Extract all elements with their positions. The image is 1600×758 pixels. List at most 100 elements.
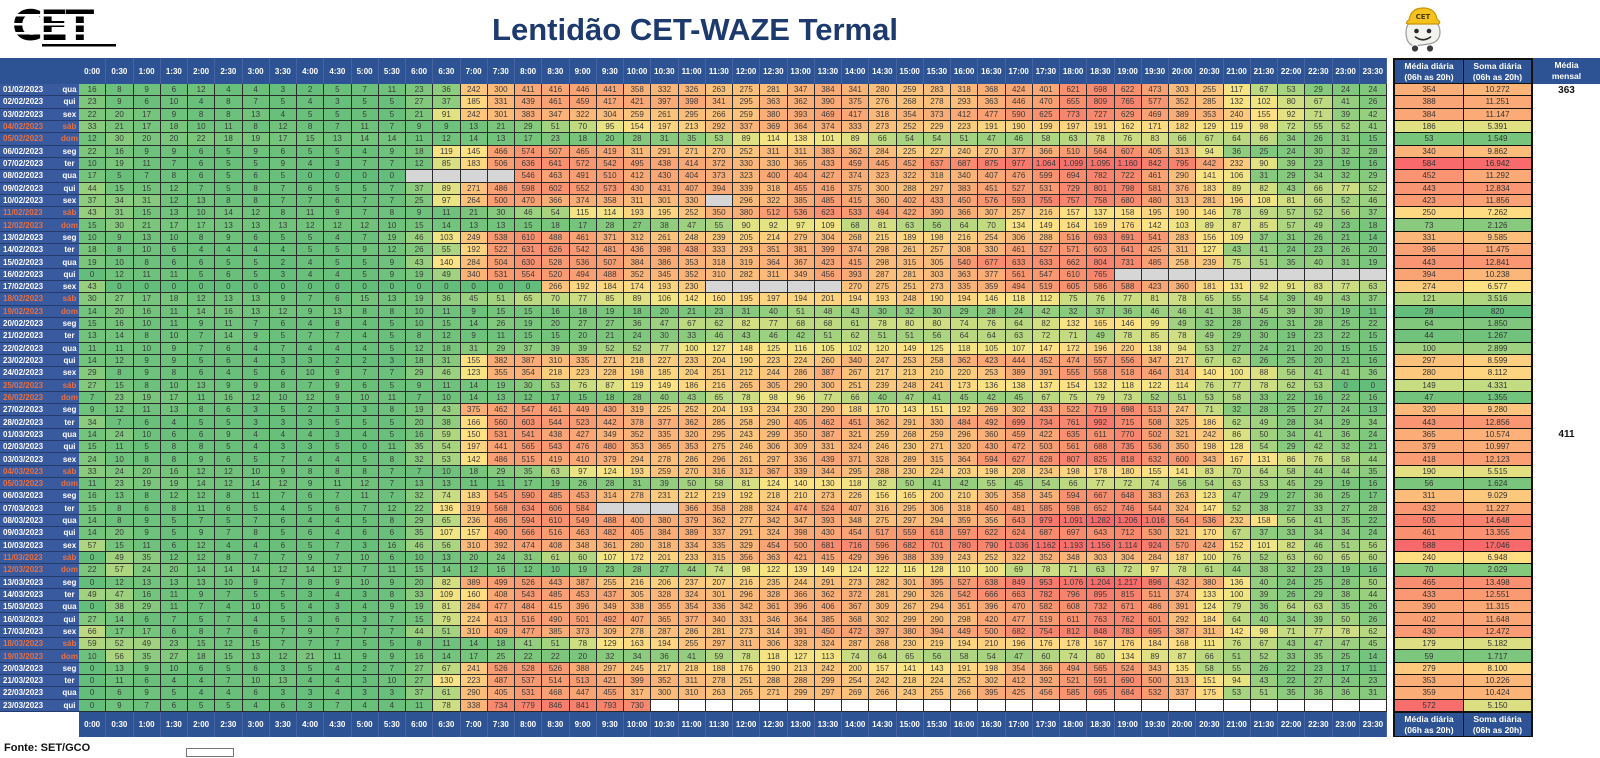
heat-cell[interactable]: 536 <box>787 207 815 220</box>
heat-cell[interactable]: 32 <box>1332 441 1360 454</box>
heat-cell[interactable]: 295 <box>896 502 924 515</box>
heat-cell[interactable]: 143 <box>923 662 951 675</box>
row-weekday[interactable]: qua <box>60 514 79 528</box>
heat-cell[interactable]: 1.206 <box>1114 514 1142 528</box>
media-diaria-cell[interactable]: 190 <box>1393 465 1463 478</box>
heat-cell[interactable]: 6 <box>324 613 352 626</box>
media-diaria-cell[interactable]: 64 <box>1393 317 1463 331</box>
heat-cell[interactable]: 488 <box>542 231 570 245</box>
soma-diaria-cell[interactable]: 13.498 <box>1463 576 1533 589</box>
heat-cell[interactable]: 181 <box>1196 281 1224 294</box>
heat-cell[interactable]: 248 <box>896 379 924 392</box>
heat-cell[interactable]: 7 <box>324 551 352 565</box>
heat-cell[interactable]: 429 <box>842 551 870 565</box>
heat-cell[interactable]: 8 <box>378 514 406 528</box>
heat-cell[interactable]: 345 <box>651 268 679 281</box>
heat-cell[interactable]: 14 <box>106 330 134 343</box>
heat-cell[interactable]: 137 <box>1032 379 1060 392</box>
heat-cell[interactable]: 22 <box>1278 391 1306 405</box>
heat-cell[interactable]: 218 <box>760 490 788 503</box>
heat-cell[interactable]: 383 <box>951 182 979 195</box>
heat-cell[interactable]: 0 <box>269 281 297 294</box>
heat-cell[interactable]: 191 <box>978 120 1006 134</box>
heat-cell[interactable]: 100 <box>1196 551 1224 565</box>
heat-cell[interactable]: 218 <box>624 354 652 368</box>
heat-cell[interactable]: 106 <box>1223 170 1251 183</box>
row-weekday[interactable]: sex <box>60 625 79 639</box>
heat-cell[interactable]: 331 <box>733 613 761 626</box>
heat-cell[interactable]: 310 <box>460 625 488 639</box>
time-col-header[interactable]: 18:30 <box>1087 58 1115 84</box>
heat-cell[interactable]: 318 <box>869 108 897 121</box>
heat-cell[interactable]: 9 <box>160 354 188 368</box>
heat-cell[interactable]: 5 <box>324 145 352 158</box>
heat-cell[interactable]: 522 <box>487 244 515 257</box>
heat-cell[interactable]: 4 <box>215 601 243 614</box>
heat-cell[interactable]: 399 <box>814 244 842 257</box>
heat-cell[interactable]: 297 <box>596 662 624 675</box>
heat-cell[interactable]: 244 <box>787 576 815 589</box>
heat-cell[interactable]: 474 <box>1060 354 1088 368</box>
heat-cell[interactable]: 8 <box>106 84 134 97</box>
heat-cell[interactable]: 32 <box>596 650 624 663</box>
heat-cell[interactable]: 282 <box>733 268 761 281</box>
heat-cell[interactable]: 4 <box>242 441 270 454</box>
heat-cell[interactable]: 120 <box>869 342 897 355</box>
heat-cell[interactable]: 0 <box>160 281 188 294</box>
heat-cell[interactable]: 281 <box>896 268 924 281</box>
heat-cell[interactable]: 394 <box>705 182 733 195</box>
heat-cell[interactable]: 466 <box>487 145 515 158</box>
time-col-footer[interactable]: 19:30 <box>1141 712 1169 737</box>
heat-cell[interactable]: 4 <box>297 317 325 331</box>
heat-cell[interactable]: 315 <box>705 551 733 565</box>
heat-cell[interactable]: 9 <box>133 354 161 368</box>
heat-cell[interactable]: 8 <box>378 305 406 318</box>
heat-cell[interactable]: 57 <box>1278 207 1306 220</box>
heat-cell[interactable]: 3 <box>378 687 406 700</box>
heat-cell[interactable]: 293 <box>951 96 979 109</box>
heat-cell[interactable]: 82 <box>433 576 461 589</box>
heat-cell[interactable]: 667 <box>1087 490 1115 503</box>
heat-cell[interactable]: 191 <box>951 662 979 675</box>
time-col-header[interactable]: 2:30 <box>215 58 243 84</box>
heat-cell[interactable]: 102 <box>842 342 870 355</box>
heat-cell[interactable]: 15 <box>487 305 515 318</box>
heat-cell[interactable]: 266 <box>542 281 570 294</box>
heat-cell[interactable]: 38 <box>106 601 134 614</box>
media-mensal-cell[interactable] <box>1533 170 1600 183</box>
heat-cell[interactable]: 261 <box>651 108 679 121</box>
heat-cell[interactable]: 270 <box>705 145 733 158</box>
heat-cell[interactable]: 541 <box>515 428 543 442</box>
heat-cell[interactable]: 223 <box>760 354 788 368</box>
heat-cell[interactable]: 21 <box>406 108 434 121</box>
heat-cell[interactable]: 11 <box>433 305 461 318</box>
heat-cell[interactable]: 194 <box>842 293 870 306</box>
heat-cell[interactable]: 6 <box>160 84 188 97</box>
heat-cell[interactable]: 38 <box>1223 305 1251 318</box>
heat-cell[interactable]: 463 <box>569 527 597 540</box>
heat-cell[interactable]: 16 <box>133 588 161 602</box>
heat-cell[interactable]: 85 <box>1141 330 1169 343</box>
heat-cell[interactable]: 14 <box>460 391 488 405</box>
heat-cell[interactable]: 841 <box>569 699 597 712</box>
heat-cell[interactable]: 6 <box>160 256 188 269</box>
heat-cell[interactable]: 10 <box>433 391 461 405</box>
heat-cell[interactable]: 296 <box>951 428 979 442</box>
heat-cell[interactable]: 58 <box>951 650 979 663</box>
heat-cell[interactable]: 301 <box>487 108 515 121</box>
heat-cell[interactable]: 217 <box>651 662 679 675</box>
heat-cell[interactable]: 330 <box>678 194 706 208</box>
heat-cell[interactable]: 11 <box>215 120 243 134</box>
heat-cell[interactable]: 190 <box>760 662 788 675</box>
heat-cell[interactable]: 24 <box>106 428 134 442</box>
heat-cell[interactable]: 77 <box>1332 281 1360 294</box>
heat-cell[interactable]: 286 <box>678 453 706 466</box>
heat-cell[interactable]: 196 <box>1223 194 1251 208</box>
heat-cell[interactable]: 54 <box>1250 293 1278 306</box>
heat-cell[interactable]: 13 <box>133 231 161 245</box>
row-date[interactable]: 07/03/2023 <box>0 502 60 515</box>
heat-cell[interactable]: 17 <box>133 120 161 134</box>
heat-cell[interactable]: 5 <box>378 428 406 442</box>
heat-cell[interactable]: 251 <box>896 281 924 294</box>
heat-cell[interactable]: 290 <box>787 379 815 392</box>
